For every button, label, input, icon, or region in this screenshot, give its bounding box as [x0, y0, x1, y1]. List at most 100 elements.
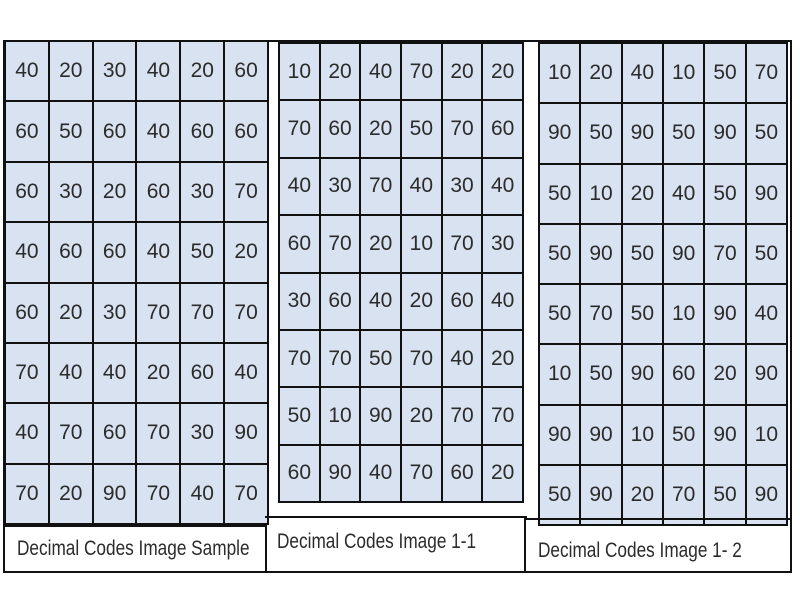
code-cell: 70 — [442, 101, 484, 159]
code-cell: 60 — [442, 445, 484, 503]
code-cell: 40 — [361, 445, 402, 503]
code-cell: 40 — [622, 44, 664, 105]
code-cell: 90 — [361, 388, 402, 446]
code-cell: 40 — [280, 158, 321, 217]
code-cell: 50 — [540, 285, 582, 346]
caption-divider-1-2 — [524, 518, 790, 520]
decimal-codes-grid-1-2: 10 20 40 10 50 70 90 50 90 50 90 50 50 10 20 40 50 90 50 90… — [538, 42, 788, 526]
code-cell: 30 — [483, 216, 524, 274]
code-cell: 20 — [402, 273, 443, 331]
code-cell: 90 — [225, 404, 269, 465]
code-cell: 50 — [705, 465, 747, 526]
code-cell: 90 — [320, 445, 362, 503]
code-cell: 30 — [181, 162, 226, 224]
code-cell: 90 — [581, 405, 623, 466]
code-cell: 20 — [361, 216, 402, 274]
code-cell: 20 — [402, 388, 443, 446]
code-cell: 30 — [181, 404, 226, 465]
code-cell: 20 — [442, 44, 484, 102]
code-cell: 50 — [622, 224, 664, 285]
code-cell: 40 — [746, 285, 788, 346]
code-cell: 20 — [49, 42, 94, 103]
code-cell: 70 — [225, 464, 269, 525]
code-cell: 20 — [483, 445, 524, 503]
code-cell: 40 — [137, 42, 182, 103]
code-cell: 50 — [280, 388, 321, 446]
code-cell: 90 — [540, 104, 582, 165]
caption-divider-1-1 — [265, 516, 527, 518]
code-cell: 20 — [622, 164, 664, 225]
code-cell: 90 — [705, 104, 747, 165]
code-cell: 10 — [663, 285, 706, 346]
decimal-codes-grid-1-1: 10 20 40 70 20 20 70 60 20 50 70 60 40 30 70 40 30 40 60 70… — [278, 42, 524, 503]
code-cell: 40 — [483, 158, 524, 217]
code-cell: 70 — [6, 464, 50, 525]
code-cell: 30 — [320, 158, 362, 217]
code-cell: 30 — [93, 283, 138, 344]
code-cell: 60 — [280, 216, 321, 274]
code-cell: 50 — [49, 102, 94, 163]
code-cell: 40 — [6, 223, 50, 284]
code-cell: 30 — [49, 162, 94, 224]
code-cell: 70 — [442, 216, 484, 274]
code-cell: 50 — [746, 224, 788, 285]
code-cell: 50 — [581, 345, 623, 406]
code-cell: 60 — [280, 445, 321, 503]
code-cell: 90 — [622, 104, 664, 165]
code-cell: 50 — [540, 164, 582, 225]
code-cell: 40 — [402, 158, 443, 217]
code-cell: 50 — [663, 104, 706, 165]
code-cell: 90 — [93, 464, 138, 525]
code-cell: 70 — [320, 216, 362, 274]
code-cell: 70 — [137, 404, 182, 465]
code-cell: 70 — [483, 388, 524, 446]
code-cell: 60 — [6, 162, 50, 224]
code-cell: 20 — [181, 42, 226, 103]
code-cell: 40 — [361, 44, 402, 102]
code-cell: 90 — [705, 405, 747, 466]
caption-image-1-1: Decimal Codes Image 1-1 — [277, 530, 477, 553]
code-cell: 40 — [6, 404, 50, 465]
code-cell: 60 — [320, 273, 362, 331]
code-cell: 40 — [483, 273, 524, 331]
code-cell: 20 — [483, 44, 524, 102]
code-cell: 90 — [746, 345, 788, 406]
code-cell: 20 — [137, 343, 182, 405]
code-cell: 50 — [746, 104, 788, 165]
code-cell: 40 — [49, 343, 94, 405]
code-cell: 90 — [540, 405, 582, 466]
code-cell: 10 — [581, 164, 623, 225]
caption-separator — [524, 518, 526, 573]
code-cell: 10 — [746, 405, 788, 466]
code-cell: 70 — [746, 44, 788, 105]
code-cell: 90 — [663, 224, 706, 285]
code-cell: 10 — [320, 388, 362, 446]
code-cell: 70 — [402, 330, 443, 389]
code-cell: 20 — [622, 465, 664, 526]
code-cell: 70 — [137, 464, 182, 525]
caption-separator — [265, 525, 267, 573]
code-cell: 40 — [663, 164, 706, 225]
code-cell: 50 — [705, 44, 747, 105]
code-cell: 40 — [225, 343, 269, 405]
code-cell: 30 — [442, 158, 484, 217]
code-cell: 60 — [93, 404, 138, 465]
code-cell: 60 — [6, 102, 50, 163]
caption-image-1-2: Decimal Codes Image 1- 2 — [538, 539, 742, 562]
code-cell: 40 — [137, 223, 182, 284]
code-cell: 50 — [622, 285, 664, 346]
code-cell: 20 — [320, 44, 362, 102]
code-cell: 40 — [181, 464, 226, 525]
code-cell: 40 — [93, 343, 138, 405]
code-cell: 50 — [540, 224, 582, 285]
code-cell: 10 — [402, 216, 443, 274]
code-cell: 70 — [137, 283, 182, 344]
code-cell: 90 — [581, 224, 623, 285]
code-cell: 50 — [361, 330, 402, 389]
code-cell: 20 — [581, 44, 623, 105]
code-cell: 70 — [442, 388, 484, 446]
code-cell: 10 — [540, 44, 582, 105]
code-cell: 70 — [320, 330, 362, 389]
code-cell: 60 — [49, 223, 94, 284]
code-cell: 50 — [581, 104, 623, 165]
